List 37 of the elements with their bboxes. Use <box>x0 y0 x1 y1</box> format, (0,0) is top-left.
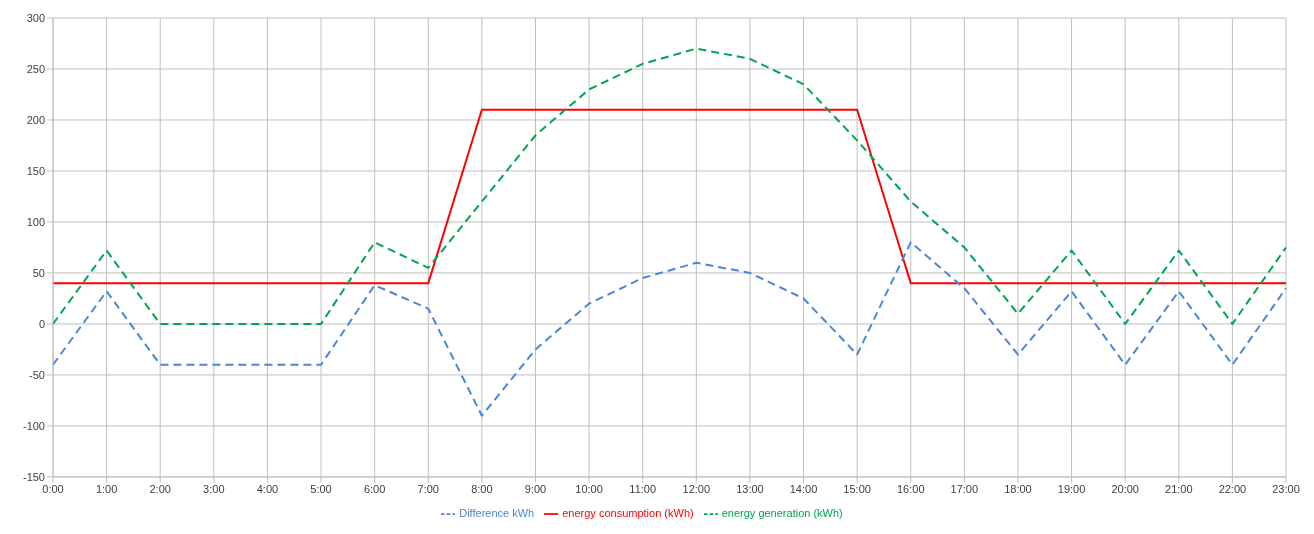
y-tick-label: -150 <box>22 470 45 483</box>
y-tick-label: -50 <box>29 368 45 381</box>
y-tick-label: 300 <box>26 11 45 24</box>
x-tick-label: 1:00 <box>95 482 118 495</box>
x-tick-label: 7:00 <box>417 482 439 495</box>
legend-label: Difference kWh <box>459 506 535 519</box>
x-tick-label: 4:00 <box>256 482 279 495</box>
x-tick-label: 22:00 <box>1218 482 1247 495</box>
x-tick-label: 10:00 <box>575 482 603 495</box>
x-tick-label: 3:00 <box>203 482 225 495</box>
x-tick-label: 9:00 <box>524 482 547 495</box>
y-tick-label: 0 <box>38 317 45 330</box>
x-tick-label: 19:00 <box>1057 482 1086 495</box>
y-tick-label: -100 <box>22 419 45 432</box>
x-tick-label: 6:00 <box>363 482 386 495</box>
legend-label: energy consumption (kWh) <box>562 506 694 519</box>
y-tick-label: 150 <box>26 164 45 177</box>
y-tick-label: 200 <box>26 113 45 126</box>
x-tick-label: 15:00 <box>843 482 871 495</box>
x-tick-label: 5:00 <box>310 482 332 495</box>
y-tick-label: 100 <box>26 215 45 228</box>
y-tick-label: 50 <box>32 266 45 279</box>
x-tick-label: 16:00 <box>896 482 925 495</box>
x-tick-label: 0:00 <box>42 482 64 495</box>
x-tick-label: 8:00 <box>471 482 493 495</box>
x-tick-label: 14:00 <box>789 482 818 495</box>
x-tick-label: 12:00 <box>682 482 711 495</box>
legend-label: energy generation (kWh) <box>721 506 843 519</box>
x-tick-label: 17:00 <box>950 482 979 495</box>
x-tick-label: 21:00 <box>1165 482 1193 495</box>
x-tick-label: 13:00 <box>736 482 764 495</box>
x-tick-label: 11:00 <box>629 482 657 495</box>
x-tick-label: 20:00 <box>1111 482 1139 495</box>
y-tick-label: 250 <box>26 62 45 75</box>
x-tick-label: 18:00 <box>1004 482 1032 495</box>
x-tick-label: 2:00 <box>149 482 171 495</box>
x-tick-label: 23:00 <box>1272 482 1300 495</box>
